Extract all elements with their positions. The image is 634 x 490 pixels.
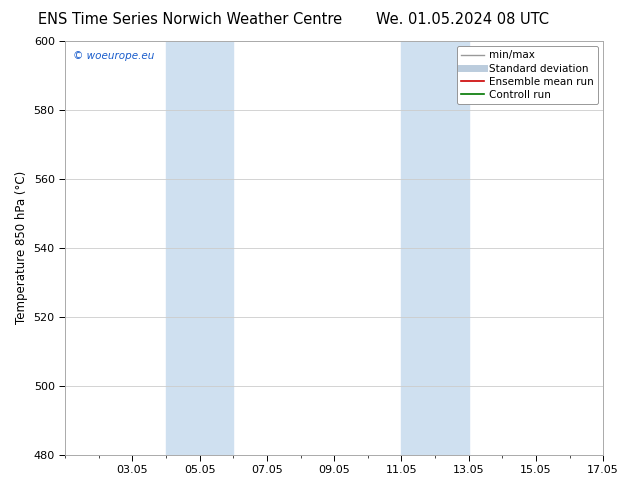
Text: We. 01.05.2024 08 UTC: We. 01.05.2024 08 UTC: [377, 12, 549, 27]
Legend: min/max, Standard deviation, Ensemble mean run, Controll run: min/max, Standard deviation, Ensemble me…: [456, 46, 598, 104]
Text: ENS Time Series Norwich Weather Centre: ENS Time Series Norwich Weather Centre: [38, 12, 342, 27]
Y-axis label: Temperature 850 hPa (°C): Temperature 850 hPa (°C): [15, 171, 28, 324]
Bar: [166, 41, 233, 455]
Text: © woeurope.eu: © woeurope.eu: [74, 51, 155, 61]
Bar: [401, 41, 469, 455]
